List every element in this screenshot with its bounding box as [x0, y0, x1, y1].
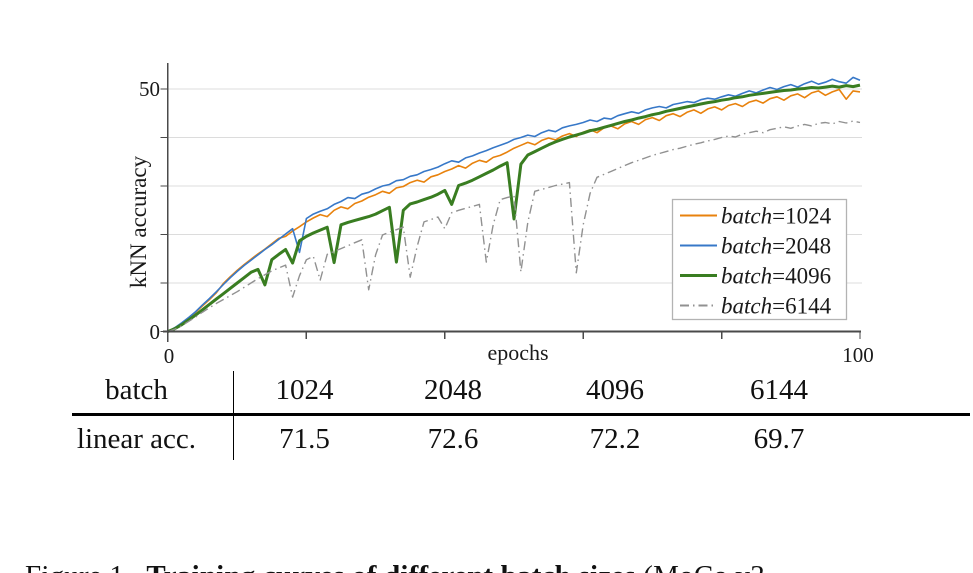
table-header-1024: 1024 — [275, 374, 334, 406]
table-cell-726: 72.6 — [427, 423, 479, 456]
legend: batch=1024 batch=2048 batch=4096 batch=6… — [671, 198, 848, 321]
xtick-label-100: 100 — [842, 343, 874, 367]
table-cell-linear-acc: linear acc. — [76, 423, 197, 456]
curve-batch-4096 — [167, 83, 861, 333]
axes — [160, 63, 861, 342]
legend-label-batch-2048: batch=2048 — [721, 234, 831, 259]
legend-box — [671, 198, 848, 321]
legend-label-batch-6144: batch=6144 — [721, 294, 832, 319]
table-vertical-divider — [232, 371, 235, 460]
table-cell-715: 71.5 — [279, 423, 330, 456]
legend-label-batch-1024: batch=1024 — [721, 204, 832, 229]
table-horizontal-rule — [72, 413, 970, 417]
training-curves-chart: 50 0 0 100 epochs kNN accuracy batch=102… — [126, 63, 874, 368]
caption-line-1: Figure 1. Training curves of different b… — [25, 554, 967, 573]
results-table: batch 1024 2048 4096 6144 linear acc. 71… — [0, 368, 973, 463]
figure-caption: Figure 1. Training curves of different b… — [25, 464, 967, 573]
table-header-2048: 2048 — [424, 374, 482, 406]
table-header-4096: 4096 — [586, 374, 644, 406]
table-header-6144: 6144 — [750, 374, 808, 406]
curve-batch-6144 — [167, 120, 861, 333]
x-axis-title: epochs — [487, 340, 548, 365]
table-header-row: batch 1024 2048 4096 6144 — [0, 368, 973, 413]
table-cell-697: 69.7 — [753, 423, 805, 456]
curve-batch-2048 — [167, 76, 861, 333]
y-axis-title: kNN accuracy — [126, 155, 151, 288]
table-row: linear acc. 71.5 72.6 72.2 69.7 — [0, 416, 973, 463]
caption-gap — [132, 560, 147, 573]
xtick-label-0: 0 — [164, 344, 175, 368]
curves — [167, 76, 861, 333]
caption-after-title: (MoCo v3, — [636, 560, 773, 573]
table-header-batch: batch — [105, 374, 168, 406]
legend-label-batch-4096: batch=4096 — [721, 264, 831, 289]
caption-title-bold: Training curves of different batch sizes — [146, 560, 635, 573]
ytick-label-50: 50 — [139, 77, 160, 101]
curve-batch-1024 — [167, 88, 861, 333]
axis-ticks — [160, 88, 861, 339]
ytick-label-0: 0 — [150, 320, 161, 344]
table-cell-722: 72.2 — [589, 423, 641, 456]
caption-figure-label: Figure 1. — [25, 560, 132, 573]
